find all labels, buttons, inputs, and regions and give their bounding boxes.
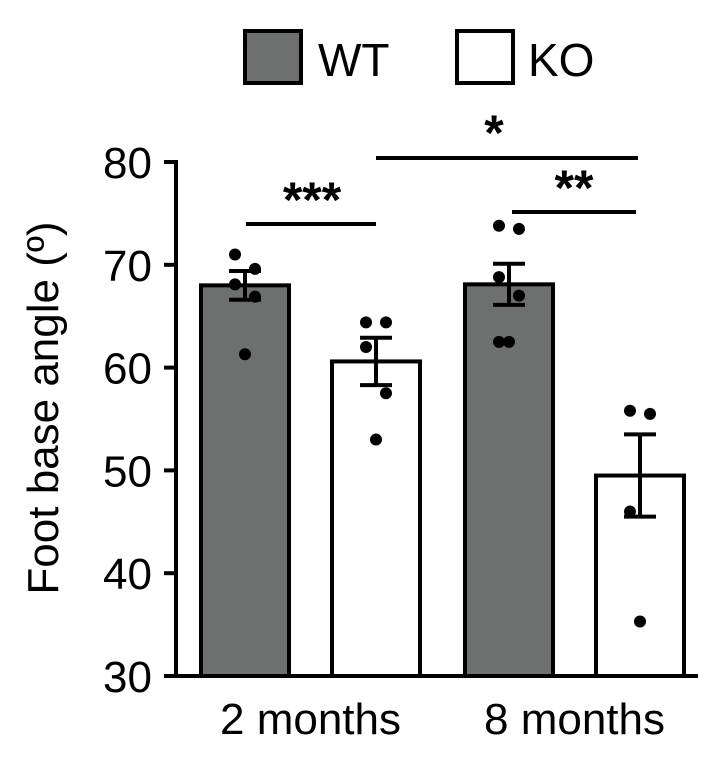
point-ko-8-months-2	[624, 505, 636, 518]
point-ko-8-months-0	[624, 404, 636, 417]
y-tick-label-30: 30	[103, 653, 152, 702]
point-ko-8-months-1	[644, 407, 656, 420]
x-tick-labels: 2 months 8 months	[220, 695, 665, 744]
y-ticks: 30 40 50 60 70 80	[103, 139, 176, 702]
point-ko-2-months-2	[360, 341, 372, 354]
point-wt-8-months-3	[513, 289, 525, 302]
bars	[199, 282, 686, 679]
y-tick-label-50: 50	[103, 447, 152, 496]
bar-wt-2-months	[199, 283, 291, 678]
sig-label-2m: ***	[283, 172, 342, 228]
point-ko-8-months-3	[634, 615, 646, 628]
error-bars	[229, 261, 656, 519]
x-tick-label-8-months: 8 months	[484, 695, 665, 744]
legend-label-wt: WT	[318, 34, 390, 86]
y-tick-label-60: 60	[103, 345, 152, 394]
sig-label-ko: *	[484, 105, 504, 161]
point-wt-2-months-2	[229, 278, 241, 291]
legend-label-ko: KO	[528, 34, 594, 86]
point-wt-8-months-1	[513, 222, 525, 235]
point-wt-2-months-3	[249, 290, 261, 303]
y-axis-label: Foot base angle (º)	[19, 221, 68, 594]
point-wt-8-months-4	[493, 335, 505, 348]
sig-label-8m: **	[555, 160, 594, 216]
legend-swatch-ko	[455, 29, 515, 85]
point-wt-2-months-4	[239, 348, 251, 361]
point-ko-2-months-3	[380, 387, 392, 400]
point-ko-2-months-0	[360, 316, 372, 329]
point-wt-8-months-2	[493, 271, 505, 284]
y-tick-label-40: 40	[103, 550, 152, 599]
y-tick-label-70: 70	[103, 242, 152, 291]
bar-wt-8-months	[463, 282, 555, 678]
point-wt-2-months-0	[229, 248, 241, 261]
significance-markers: *** ** *	[246, 105, 638, 228]
point-ko-2-months-4	[370, 433, 382, 446]
legend: WT KO	[243, 29, 594, 86]
point-ko-2-months-1	[380, 316, 392, 329]
data-points	[229, 219, 656, 628]
bar-ko-2-months	[330, 359, 422, 678]
point-wt-8-months-5	[503, 335, 515, 348]
point-wt-2-months-1	[249, 262, 261, 275]
point-wt-8-months-0	[493, 219, 505, 232]
x-tick-label-2-months: 2 months	[220, 695, 401, 744]
y-tick-label-80: 80	[103, 139, 152, 188]
legend-swatch-wt	[243, 29, 303, 85]
